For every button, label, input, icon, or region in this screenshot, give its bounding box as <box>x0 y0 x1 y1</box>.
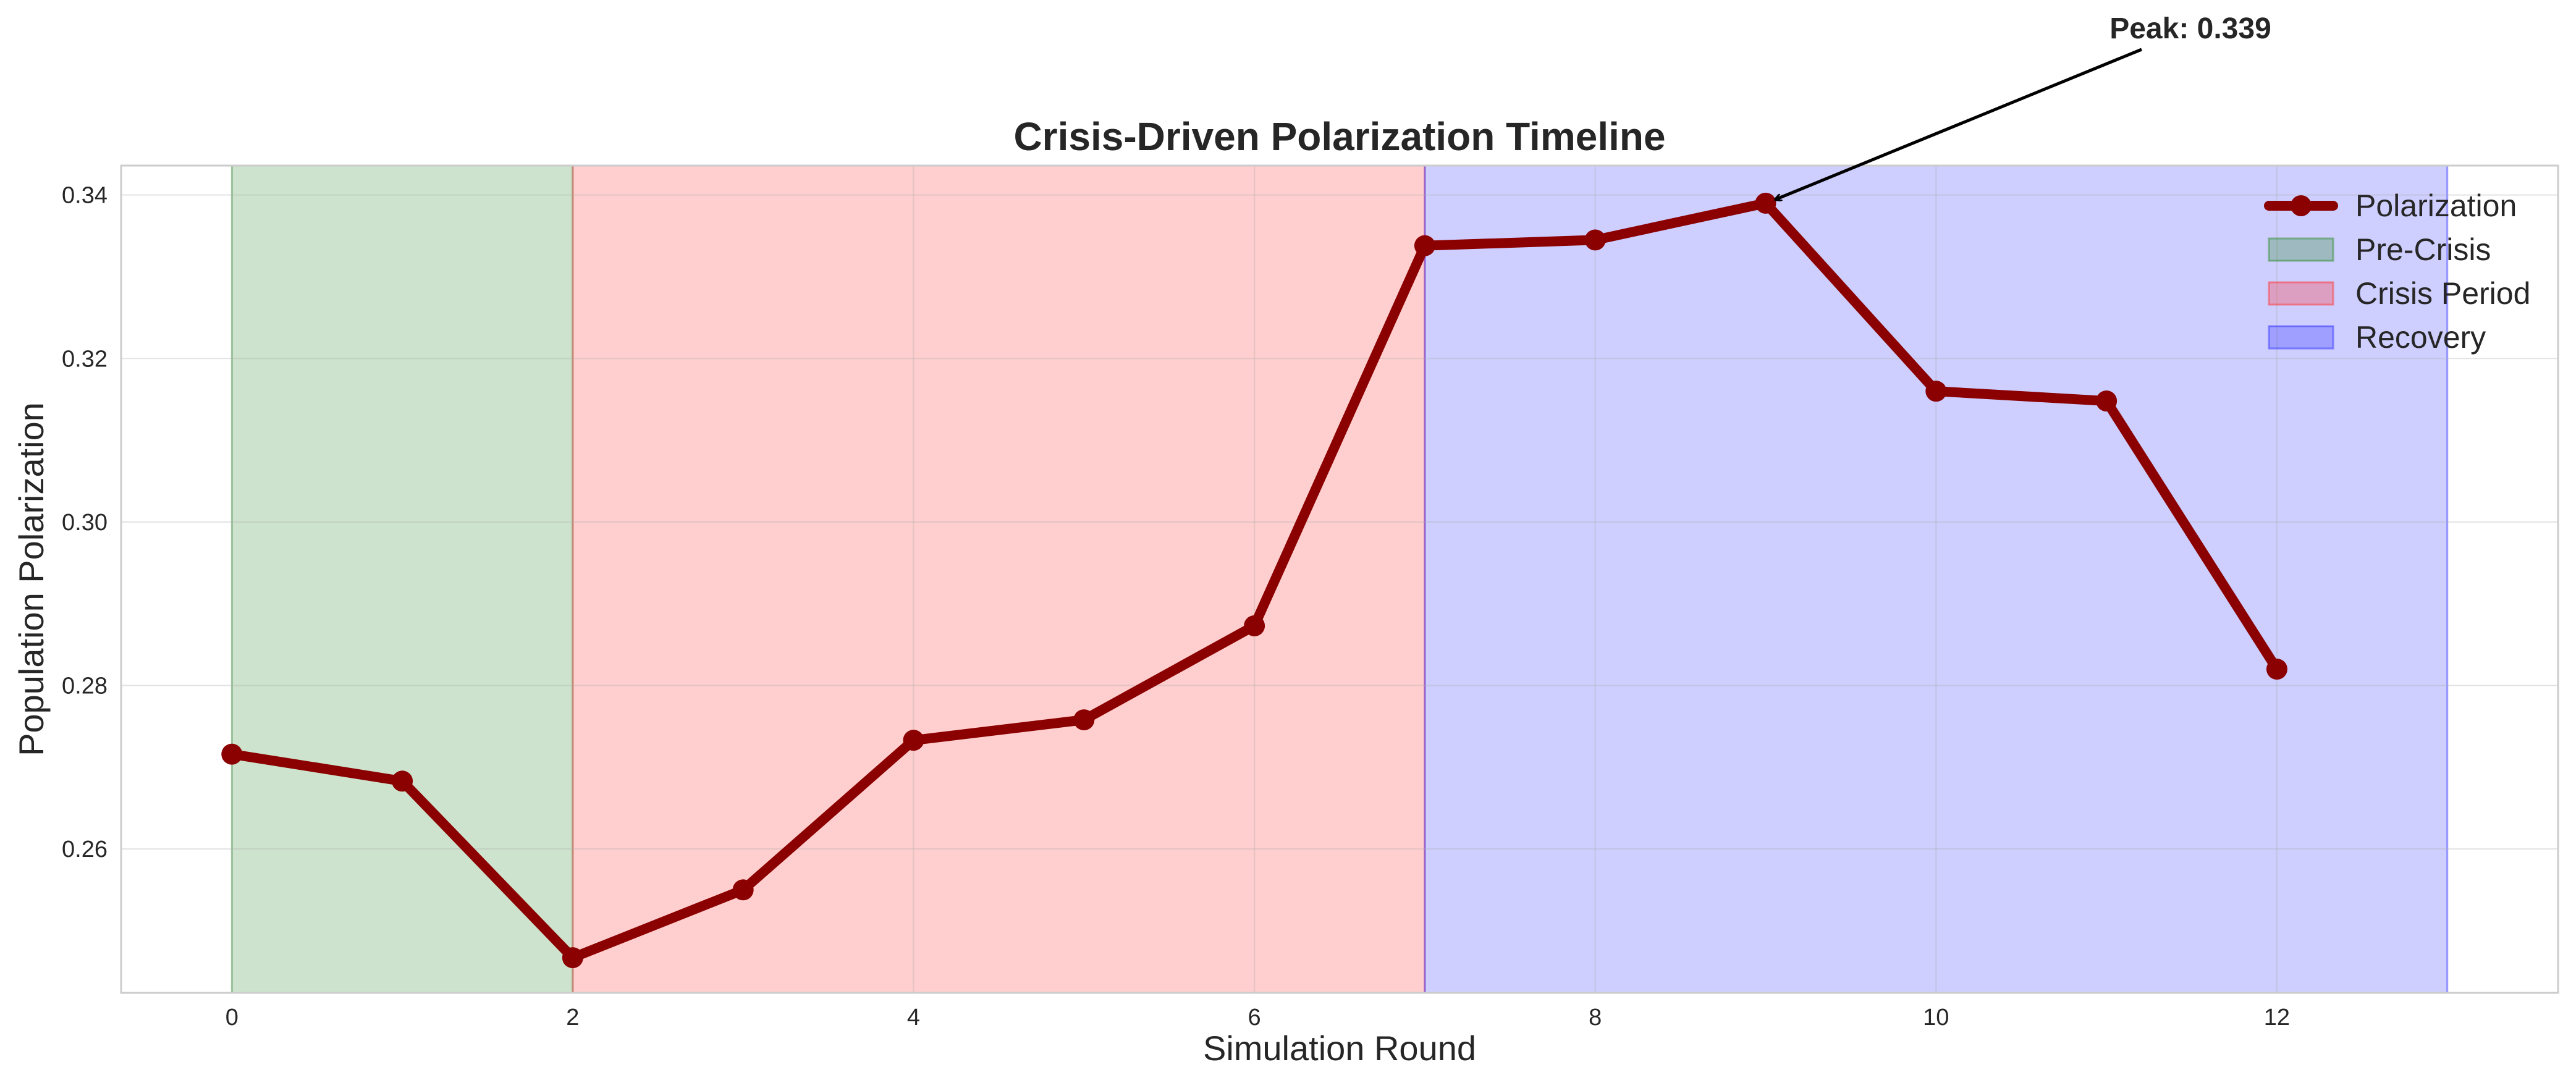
annotation-arrow <box>1776 48 2142 200</box>
data-point <box>732 879 754 901</box>
data-point <box>1414 235 1435 256</box>
legend-swatch-crisis-period <box>2268 281 2334 306</box>
legend-label-pre-crisis: Pre-Crisis <box>2355 232 2491 267</box>
grid-lines <box>121 166 2558 993</box>
y-tick-label: 0.30 <box>62 510 108 536</box>
data-point <box>1755 192 1776 214</box>
data-point <box>221 743 243 765</box>
legend-label-polarization: Polarization <box>2355 188 2517 223</box>
legend-label-recovery: Recovery <box>2355 320 2486 355</box>
x-tick-label: 12 <box>2264 1005 2290 1031</box>
legend-label-crisis-period: Crisis Period <box>2355 276 2530 311</box>
data-point <box>1925 381 1947 402</box>
legend-swatch-pre-crisis <box>2268 237 2334 262</box>
legend-swatch-recovery <box>2268 325 2334 350</box>
x-tick-label: 0 <box>226 1005 239 1031</box>
chart-title: Crisis-Driven Polarization Timeline <box>1013 114 1665 159</box>
y-tick-label: 0.28 <box>62 673 108 699</box>
y-tick-label: 0.26 <box>62 837 108 862</box>
x-tick-label: 2 <box>566 1005 579 1031</box>
data-point <box>1073 709 1095 731</box>
y-tick-label: 0.34 <box>62 183 108 209</box>
series-layer <box>221 192 2287 969</box>
data-point <box>1244 615 1265 636</box>
axis-ticks: 0 2 4 6 8 10 12 0.26 0.28 0.30 0.32 0.34 <box>62 183 2290 1031</box>
data-point <box>392 770 413 792</box>
data-point <box>1584 229 1606 251</box>
region-recovery <box>1424 166 2447 993</box>
peak-annotation: Peak: 0.339 <box>1776 12 2271 200</box>
legend: Polarization Pre-Crisis Crisis Period Recov… <box>2264 188 2530 355</box>
region-pre-crisis <box>232 166 573 993</box>
region-crisis-period <box>572 166 1425 993</box>
data-point <box>2266 659 2287 680</box>
x-tick-label: 8 <box>1589 1005 1602 1031</box>
data-point <box>903 730 924 751</box>
y-tick-label: 0.32 <box>62 346 108 372</box>
annotation-label: Peak: 0.339 <box>2109 12 2271 45</box>
x-tick-label: 6 <box>1248 1005 1261 1031</box>
x-axis-label: Simulation Round <box>1203 1029 1476 1068</box>
x-tick-label: 10 <box>1923 1005 1949 1031</box>
data-point <box>2096 390 2118 412</box>
shaded-regions <box>230 166 2449 993</box>
legend-marker-polarization <box>2291 195 2312 216</box>
x-tick-label: 4 <box>907 1005 920 1031</box>
plot-frame <box>120 164 2559 994</box>
data-point <box>562 947 583 969</box>
y-axis-label: Population Polarization <box>12 402 51 756</box>
